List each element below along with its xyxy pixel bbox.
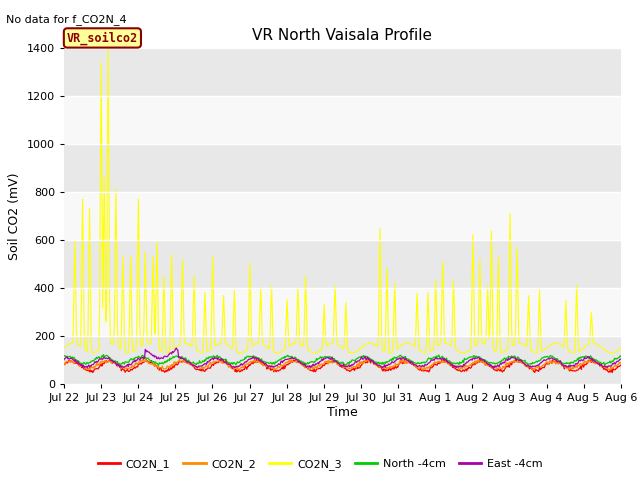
Bar	[64, 144, 621, 192]
Bar	[64, 336, 621, 384]
Bar	[64, 96, 621, 144]
Bar	[64, 192, 621, 240]
Bar	[64, 48, 621, 96]
Text: No data for f_CO2N_4: No data for f_CO2N_4	[6, 14, 127, 25]
Y-axis label: Soil CO2 (mV): Soil CO2 (mV)	[8, 172, 21, 260]
Bar	[64, 288, 621, 336]
Legend: CO2N_1, CO2N_2, CO2N_3, North -4cm, East -4cm: CO2N_1, CO2N_2, CO2N_3, North -4cm, East…	[93, 455, 547, 474]
Text: VR_soilco2: VR_soilco2	[67, 31, 138, 45]
Bar	[64, 240, 621, 288]
Title: VR North Vaisala Profile: VR North Vaisala Profile	[252, 28, 433, 43]
X-axis label: Time: Time	[327, 406, 358, 419]
